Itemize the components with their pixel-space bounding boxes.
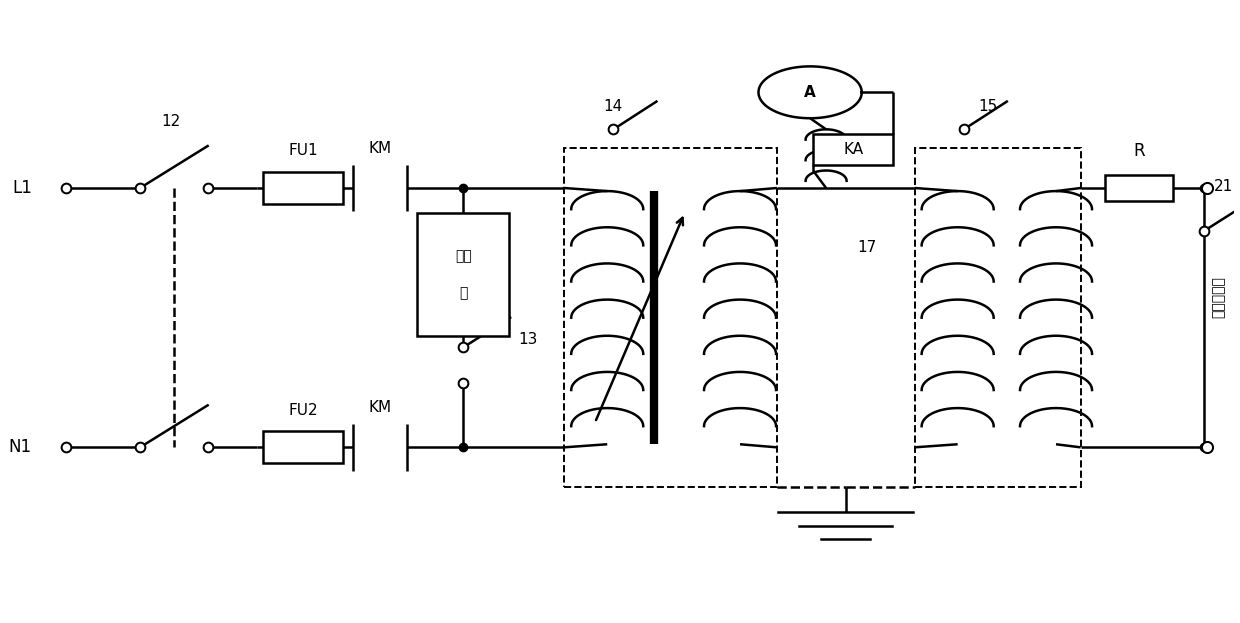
- Text: FU1: FU1: [288, 143, 317, 158]
- Text: A: A: [805, 85, 816, 100]
- Text: 器: 器: [459, 286, 467, 300]
- Text: L1: L1: [12, 179, 32, 197]
- Bar: [263, 431, 343, 464]
- Text: 真空灭弧室: 真空灭弧室: [1211, 276, 1225, 318]
- Text: 12: 12: [161, 115, 180, 130]
- Text: 21: 21: [1214, 179, 1233, 194]
- Text: 13: 13: [518, 332, 538, 347]
- Text: KM: KM: [368, 141, 392, 156]
- Text: KM: KM: [368, 400, 392, 416]
- Bar: [263, 172, 343, 204]
- Text: 15: 15: [978, 99, 998, 114]
- Text: R: R: [1133, 141, 1145, 159]
- Bar: [915, 148, 1080, 487]
- Text: 17: 17: [857, 240, 877, 255]
- Text: KA: KA: [843, 141, 863, 156]
- Bar: [1105, 175, 1173, 201]
- Bar: [813, 134, 893, 164]
- Bar: [564, 148, 777, 487]
- Text: N1: N1: [9, 439, 32, 456]
- Text: 稳压: 稳压: [455, 249, 471, 263]
- Bar: [418, 212, 510, 336]
- Text: FU2: FU2: [288, 402, 317, 417]
- Text: 14: 14: [604, 99, 622, 114]
